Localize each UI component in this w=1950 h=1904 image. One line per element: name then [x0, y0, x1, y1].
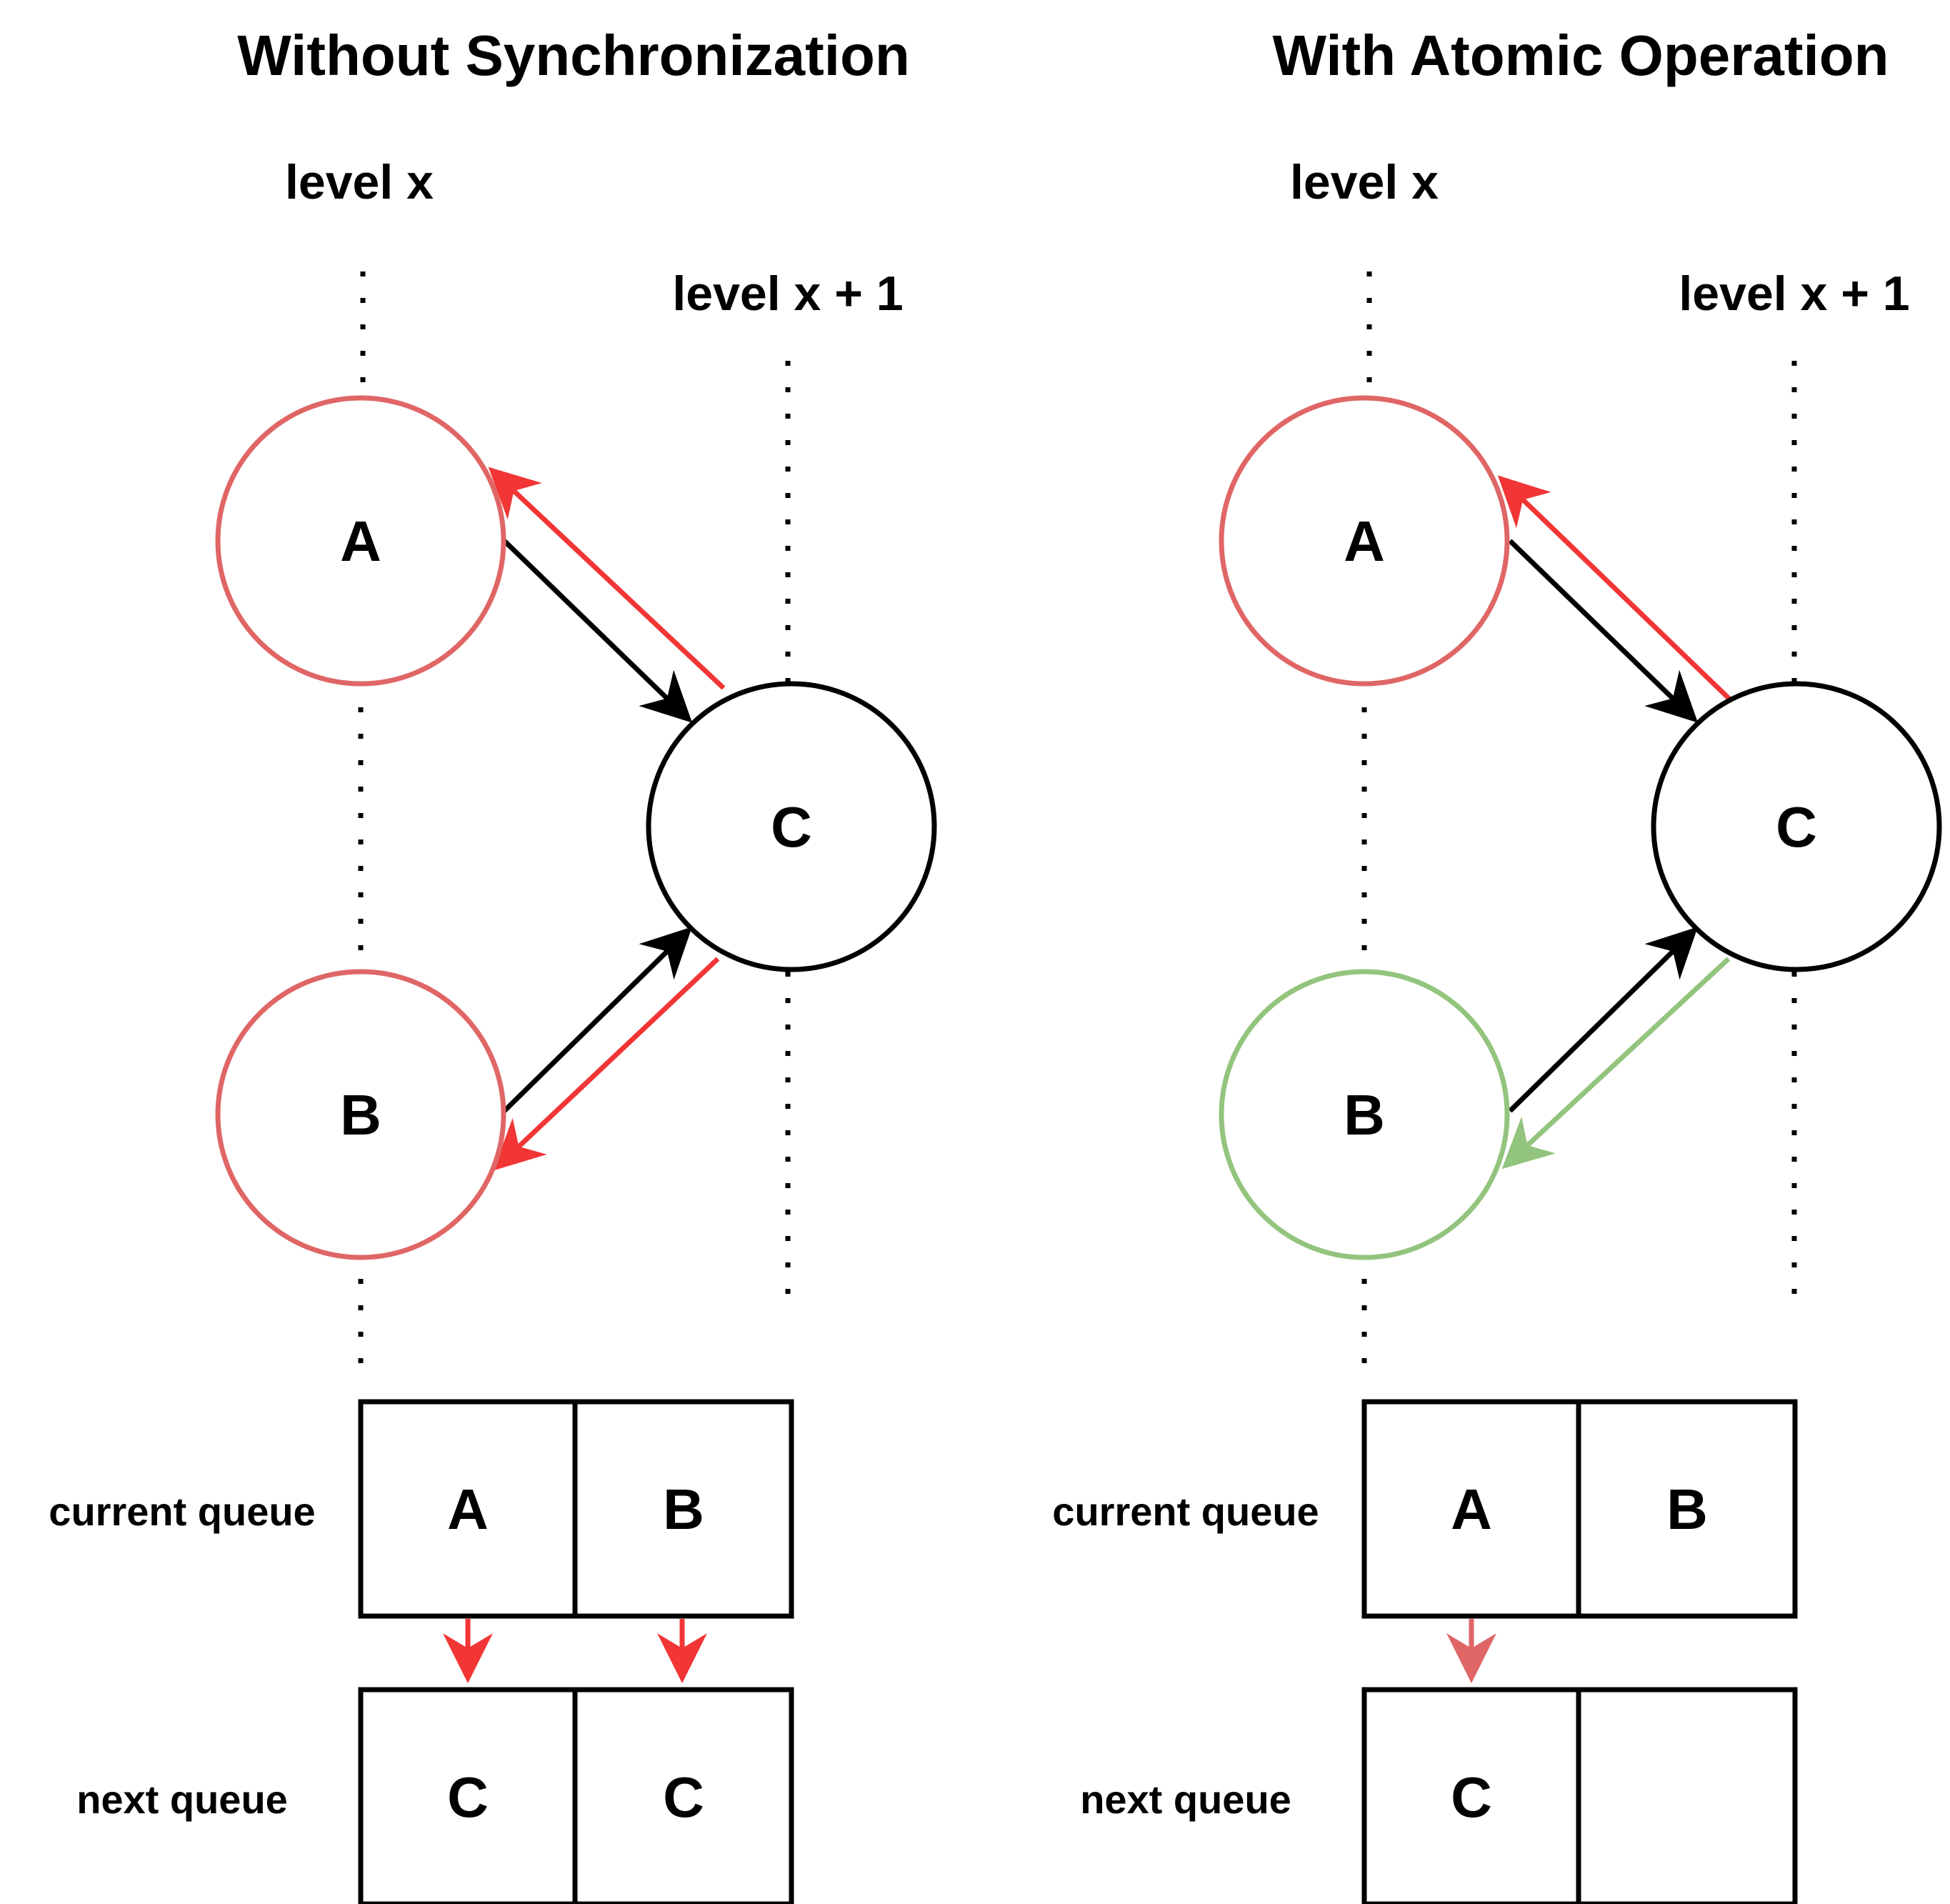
queue-cell: [572, 1399, 794, 1619]
level-x-label: level x: [285, 155, 434, 209]
node-a-label: A: [340, 509, 381, 573]
queue-cell-value: B: [1666, 1477, 1708, 1541]
current-queue-label: current queue: [49, 1489, 315, 1534]
node-a-label: A: [1344, 509, 1385, 573]
queue-cell-value: B: [663, 1477, 704, 1541]
queue-cell-value: A: [1451, 1477, 1492, 1541]
edge-c-to-a-parent: [488, 467, 726, 690]
node-b-label: B: [340, 1083, 381, 1147]
edge-a-to-c: [1508, 539, 1699, 723]
queue-cell-value: A: [447, 1477, 489, 1541]
edge-c-to-a-parent: [1497, 475, 1733, 702]
queue-cell: [358, 1687, 578, 1904]
edge-b-to-c: [502, 927, 692, 1113]
queue-cell: [358, 1399, 578, 1619]
queue-cell-value: C: [663, 1765, 704, 1829]
level-x1-label: level x + 1: [1679, 266, 1909, 321]
queue-cell: [572, 1687, 794, 1904]
node-a: A: [1219, 395, 1510, 687]
node-c: C: [1651, 681, 1942, 972]
next-queue: C C: [358, 1687, 794, 1904]
queue-cell-value: C: [447, 1765, 489, 1829]
next-queue-label: next queue: [1080, 1777, 1291, 1822]
queue-cell-value: C: [1451, 1765, 1492, 1829]
node-b: B: [215, 969, 506, 1260]
current-queue: A B: [358, 1399, 794, 1619]
edge-b-to-c: [1508, 927, 1698, 1113]
edge-c-to-b-parent: [1501, 957, 1731, 1170]
edge-a-to-c: [502, 539, 693, 723]
current-queue: A B: [1361, 1399, 1798, 1619]
node-b: B: [1219, 969, 1510, 1260]
queue-cell: [1576, 1399, 1798, 1619]
node-c: C: [646, 681, 937, 972]
edge-c-to-b-parent: [493, 957, 720, 1171]
panel-without-sync: Without Synchronization level x level x …: [49, 24, 937, 1904]
current-queue-label: current queue: [1052, 1489, 1319, 1534]
queue-cell: [1576, 1687, 1798, 1904]
level-x1-label: level x + 1: [672, 266, 903, 321]
node-c-label: C: [1776, 795, 1817, 859]
node-b-label: B: [1344, 1083, 1385, 1147]
node-c-label: C: [771, 795, 812, 859]
panel-title: Without Synchronization: [237, 24, 909, 87]
panel-title: With Atomic Operation: [1273, 24, 1889, 87]
node-a: A: [215, 395, 506, 687]
next-queue-label: next queue: [76, 1777, 288, 1822]
panel-with-atomic: With Atomic Operation level x level x + …: [1052, 24, 1942, 1904]
next-queue: C: [1361, 1687, 1798, 1904]
level-x-label: level x: [1290, 155, 1439, 209]
